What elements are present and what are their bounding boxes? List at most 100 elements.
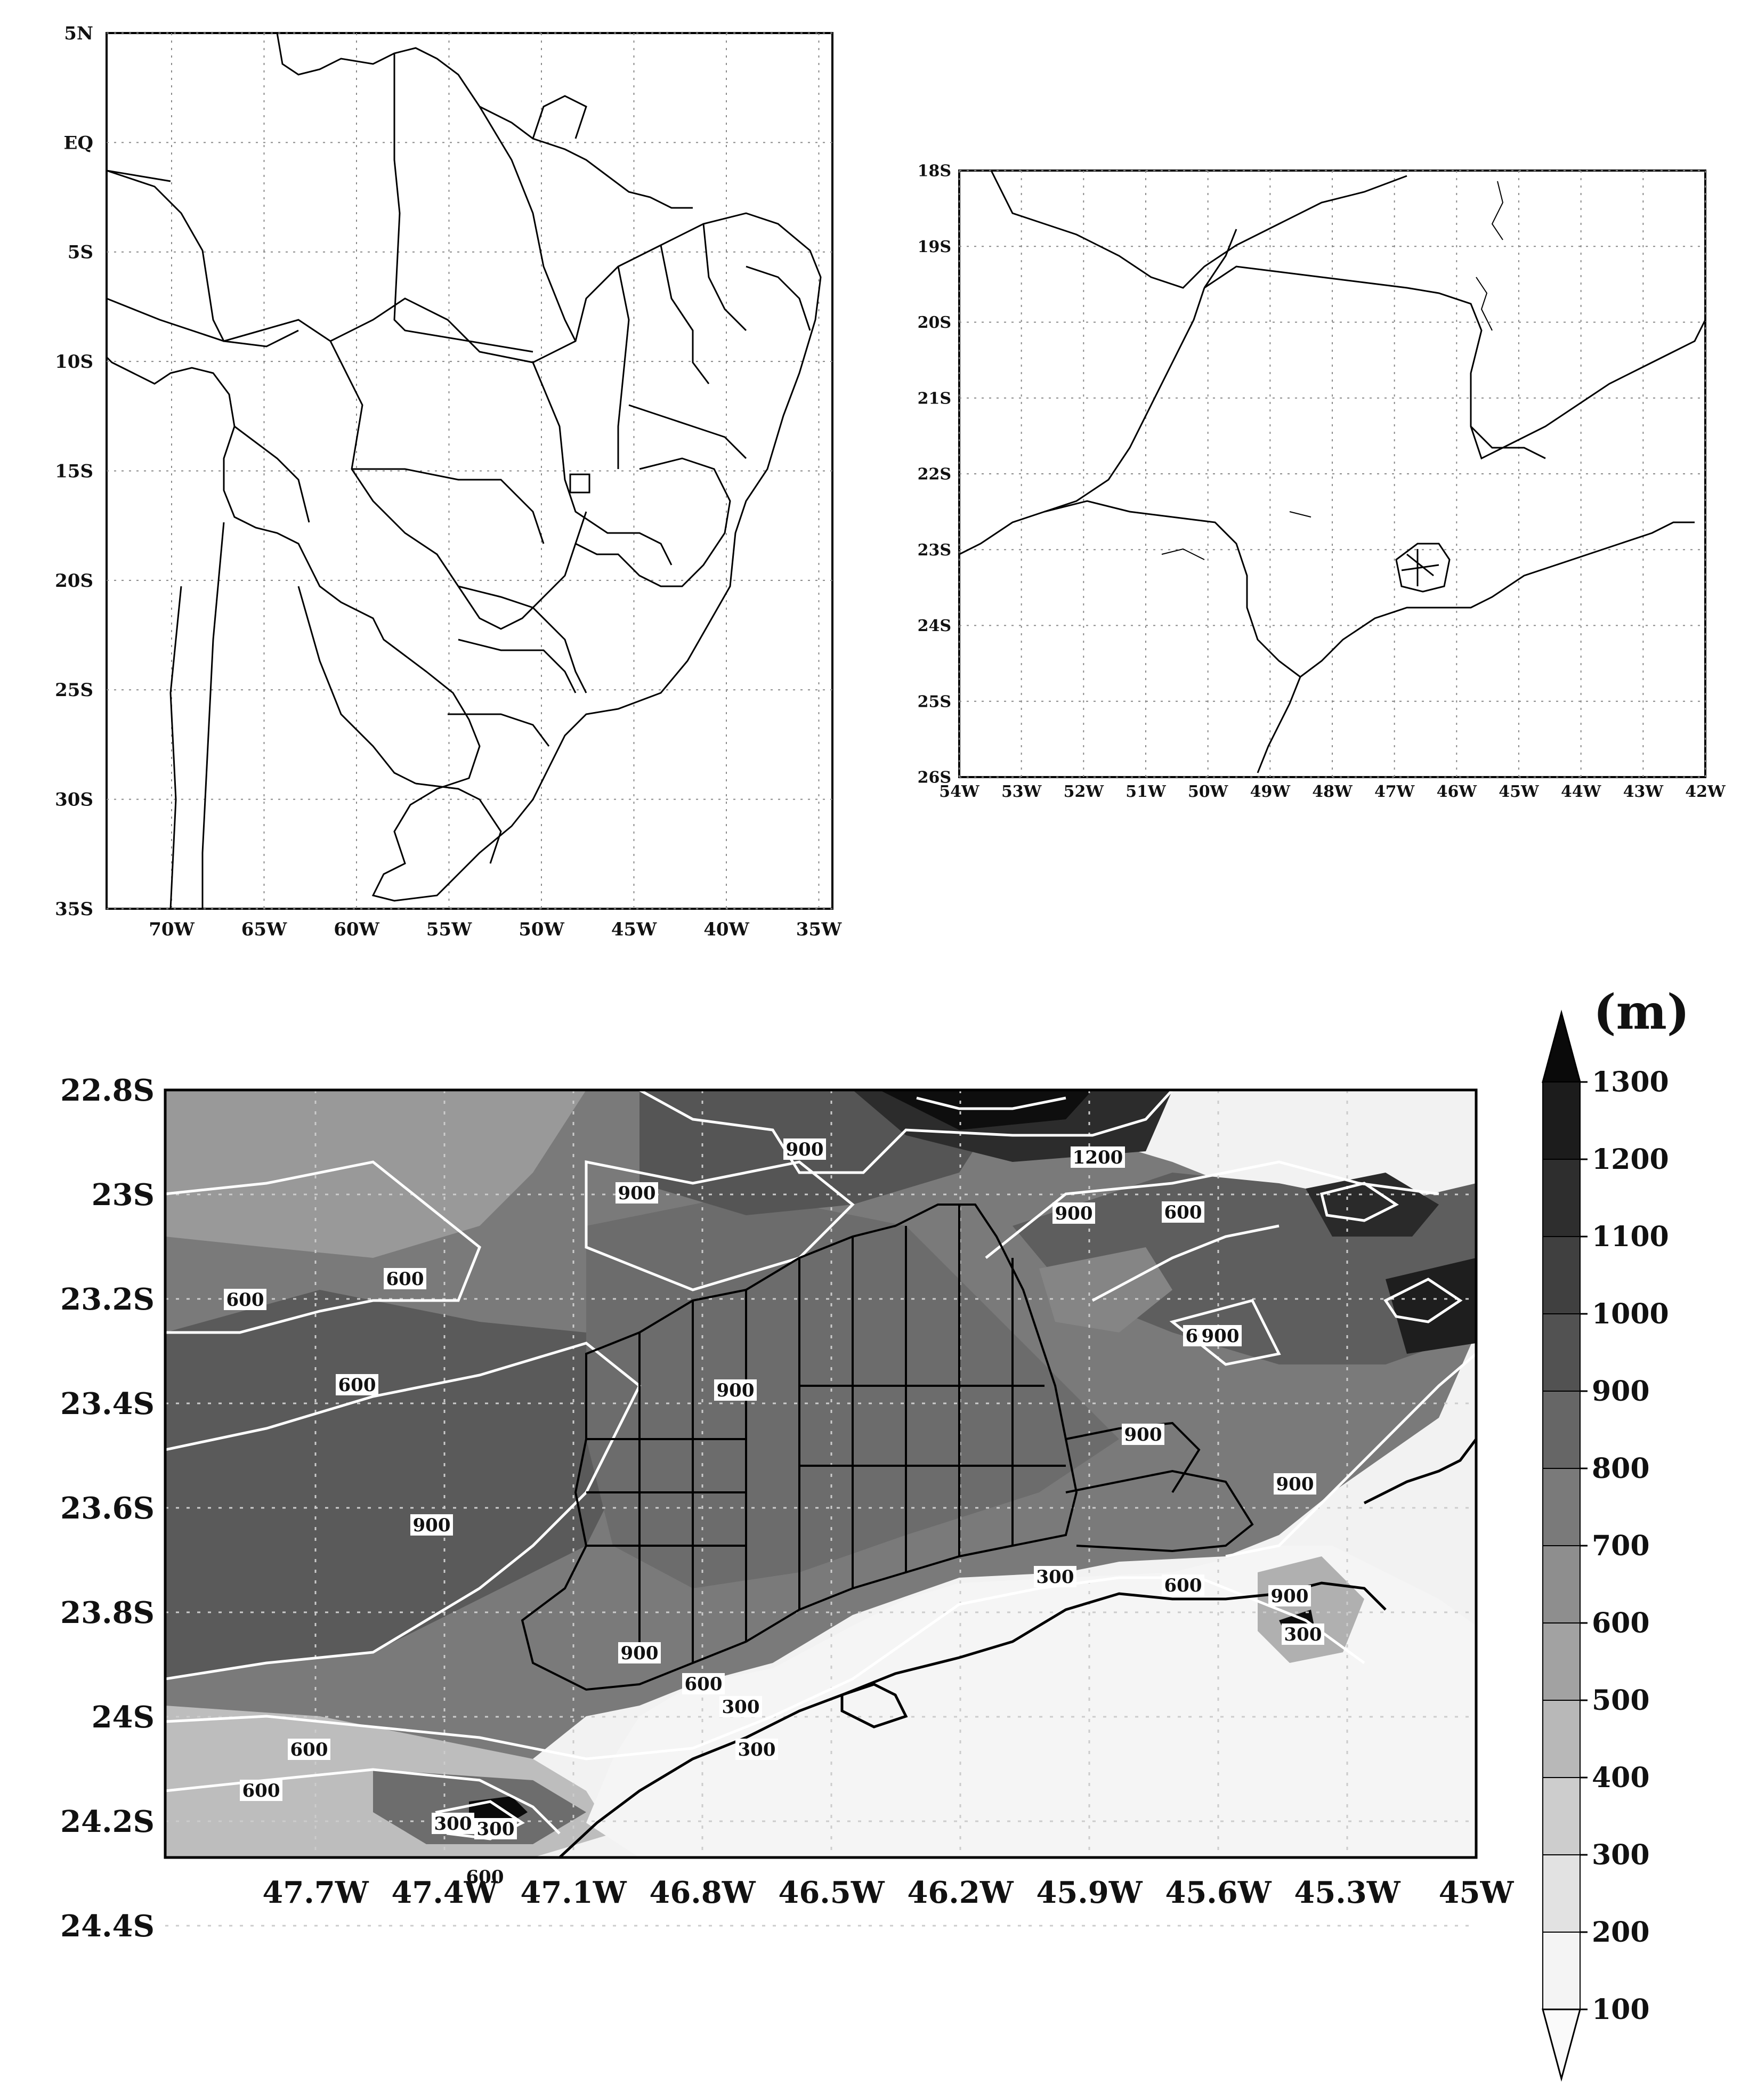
terrain-lon-labels: 47.7W 47.4W 47.1W 46.8W 46.5W 46.2W 45.9W 45.6W… (262, 1875, 1514, 1910)
brazil-lon-tick-label: 70W (149, 919, 195, 940)
colorbar-segment (1542, 1081, 1581, 1160)
contour-label-bg (783, 1138, 826, 1160)
contour-label-bg (719, 1696, 762, 1717)
contour-label: 600 (1164, 1202, 1202, 1223)
colorbar-segment (1542, 1854, 1581, 1933)
terrain-lat-tick-label: 23.6S (60, 1491, 155, 1526)
contour-label-bg (288, 1739, 330, 1760)
contour-label-bg (336, 1374, 378, 1395)
sp-lon-tick-label: 54W (939, 782, 980, 801)
sp-lon-tick-label: 53W (1001, 782, 1042, 801)
brazil-lat-tick-label: EQ (63, 132, 93, 154)
contour-label: 600 (386, 1269, 424, 1290)
contour-label: 900 (1276, 1474, 1314, 1495)
terrain-lat-tick-label: 22.8S (60, 1073, 155, 1108)
brazil-lat-tick-label: 30S (55, 789, 93, 811)
contour-label: 900 (786, 1139, 824, 1160)
colorbar-level-label: 1300 (1592, 1066, 1669, 1099)
sp-lon-tick-label: 44W (1561, 782, 1602, 801)
sp-lat-tick-label: 24S (918, 617, 951, 635)
contour-label: 600 (685, 1674, 723, 1695)
sp-lat-tick-label: 20S (918, 313, 951, 332)
brazil-lon-tick-label: 45W (611, 919, 657, 940)
brazil-lat-tick-label: 5S (68, 242, 93, 263)
brazil-lon-tick-label: 65W (241, 919, 287, 940)
colorbar-segment (1542, 1777, 1581, 1855)
contour-label-bg (474, 1818, 517, 1839)
colorbar-unit-label: (m) (1593, 984, 1689, 1040)
contour-label: 1200 (1073, 1147, 1123, 1168)
sp-reservoirs (1161, 181, 1504, 560)
terrain-lon-tick-label: 46.5W (778, 1875, 885, 1910)
sao-paulo-region-map: 18S 19S 20S 21S 22S 23S 24S 25S 26S 54W 53W 52W 51W… (906, 149, 1737, 810)
colorbar-level-label: 1000 (1592, 1298, 1669, 1330)
terrain-lon-tick-label: 45W (1439, 1875, 1515, 1910)
contour-label-bg (1162, 1574, 1204, 1596)
sp-metro-area (1395, 543, 1451, 593)
colorbar-segment (1542, 1932, 1581, 2010)
contour-label-bg (735, 1739, 778, 1760)
contour-label: 600 (242, 1780, 280, 1802)
sp-lon-tick-label: 43W (1623, 782, 1664, 801)
colorbar-level-label: 900 (1592, 1375, 1650, 1408)
sp-lat-tick-label: 21S (918, 389, 951, 408)
sp-lon-tick-label: 42W (1685, 782, 1726, 801)
contour-label-bg (1034, 1566, 1076, 1587)
contour-label-bg (1052, 1202, 1095, 1224)
sp-lat-tick-label: 23S (918, 541, 951, 560)
colorbar-level-label: 600 (1592, 1607, 1650, 1639)
colorbar-level-label: 1100 (1592, 1221, 1669, 1253)
sp-lon-labels: 54W 53W 52W 51W 50W 49W 48W 47W 46W 45W 44W 43W 42W (939, 782, 1726, 801)
sp-gridlines (959, 170, 1706, 778)
terrain-map-frame (164, 1088, 1478, 1859)
terrain-lon-tick-label: 45.9W (1036, 1875, 1143, 1910)
sp-lat-tick-label: 19S (918, 238, 951, 256)
sp-map-svg: 18S 19S 20S 21S 22S 23S 24S 25S 26S 54W 53W 52W 51W… (918, 162, 1726, 802)
brazil-lat-tick-label: 35S (55, 899, 93, 920)
terrain-lat-tick-label: 24S (92, 1700, 155, 1735)
brazil-lat-labels: 5N EQ 5S 10S 15S 20S 25S 30S 35S (55, 23, 93, 920)
brazil-lon-tick-label: 50W (519, 919, 564, 940)
terrain-fill (165, 1090, 1476, 1857)
contour-label: 900 (621, 1643, 659, 1664)
terrain-lon-tick-label: 47.4W (391, 1875, 498, 1910)
brazil-lon-tick-label: 40W (703, 919, 749, 940)
colorbar-level-label: 500 (1592, 1684, 1650, 1717)
contour-label: 900 (1271, 1586, 1309, 1607)
terrain-lat-tick-label: 24.2S (60, 1804, 155, 1839)
terrain-municipalities (521, 1204, 1254, 1691)
colorbar-top-arrow (1542, 1009, 1581, 1083)
sp-lon-tick-label: 48W (1312, 782, 1353, 801)
colorbar-level-label: 400 (1592, 1762, 1650, 1794)
sp-lat-labels: 18S 19S 20S 21S 22S 23S 24S 25S 26S (918, 162, 951, 787)
contour-label-bg (384, 1268, 426, 1289)
sp-lat-tick-label: 25S (918, 692, 951, 711)
colorbar-level-label: 700 (1592, 1530, 1650, 1562)
colorbar-segment (1542, 1700, 1581, 1778)
terrain-lon-tick-label: 46.2W (907, 1875, 1014, 1910)
terrain-map-svg: 900 1200 600 900 900 600 600 600 900 600 900 900 900… (60, 984, 1689, 2082)
terrain-height-map: 900 1200 600 900 900 600 600 600 900 600 900 900 900… (0, 959, 1749, 2098)
sp-lat-tick-label: 26S (918, 769, 951, 787)
brazil-overview-map: 5N EQ 5S 10S 15S 20S 25S 30S 35S 70W 65W 60W 55W 50W… (0, 0, 863, 959)
terrain-lat-tick-label: 24.4S (60, 1909, 155, 1944)
sp-lon-tick-label: 45W (1499, 782, 1540, 801)
brazil-lat-tick-label: 25S (55, 680, 93, 701)
terrain-lon-tick-label: 46.8W (649, 1875, 756, 1910)
colorbar-segment (1542, 1622, 1581, 1701)
contour-label: 300 (738, 1739, 776, 1760)
contour-label-bg (616, 1182, 658, 1204)
contour-label: 900 (413, 1515, 451, 1536)
brazil-lon-tick-label: 60W (334, 919, 379, 940)
colorbar-segment (1542, 1313, 1581, 1392)
sp-lon-tick-label: 52W (1064, 782, 1105, 801)
sp-lat-tick-label: 18S (918, 162, 951, 181)
contour-label: 600 (1164, 1575, 1202, 1596)
terrain-lon-tick-label: 45.3W (1294, 1875, 1400, 1910)
brazil-lon-tick-label: 55W (426, 919, 472, 940)
brazil-lon-tick-label: 35W (796, 919, 842, 940)
colorbar-level-label: 1200 (1592, 1143, 1669, 1176)
contour-label-bg (410, 1514, 453, 1536)
terrain-lat-tick-label: 23.2S (60, 1282, 155, 1317)
contour-label: 900 (618, 1183, 656, 1204)
